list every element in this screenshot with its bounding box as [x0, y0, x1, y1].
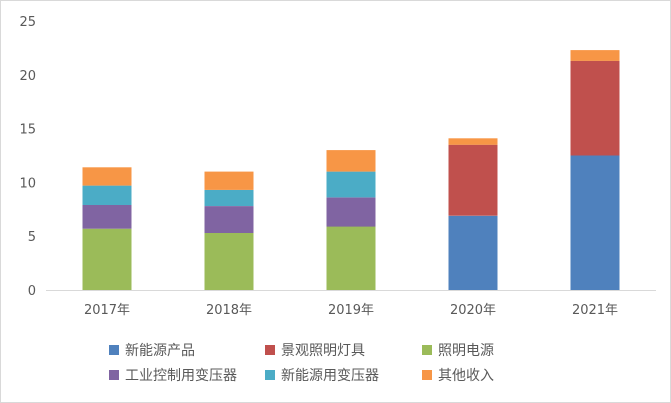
bar-segment: [204, 171, 254, 190]
x-tick-label: 2021年: [572, 303, 618, 318]
bar-segment: [448, 215, 498, 290]
x-tick-label: 2019年: [328, 303, 374, 318]
bar-segment: [82, 167, 132, 186]
bar-segment: [204, 233, 254, 290]
y-tick-label: 15: [19, 123, 36, 138]
bar-segment: [326, 226, 376, 290]
x-tick-label: 2017年: [84, 303, 130, 318]
bar-segment: [82, 205, 132, 229]
x-tick-label: 2020年: [450, 303, 496, 318]
bar-segment: [570, 155, 620, 290]
x-tick-label: 2018年: [206, 303, 252, 318]
bar-segment: [326, 150, 376, 172]
bar-segment: [448, 144, 498, 216]
y-tick-label: 10: [19, 176, 36, 191]
y-tick-label: 25: [19, 15, 36, 30]
bar-segment: [448, 138, 498, 145]
bar-segment: [326, 171, 376, 198]
bar-segment: [204, 206, 254, 233]
y-tick-label: 5: [28, 230, 36, 245]
bar-segment: [570, 50, 620, 61]
bar-segment: [204, 189, 254, 206]
y-tick-label: 20: [19, 69, 36, 84]
bar-segment: [326, 197, 376, 227]
bar-segment: [82, 185, 132, 205]
y-tick-label: 0: [28, 284, 36, 299]
bar-segment: [570, 60, 620, 156]
bar-segment: [82, 228, 132, 290]
